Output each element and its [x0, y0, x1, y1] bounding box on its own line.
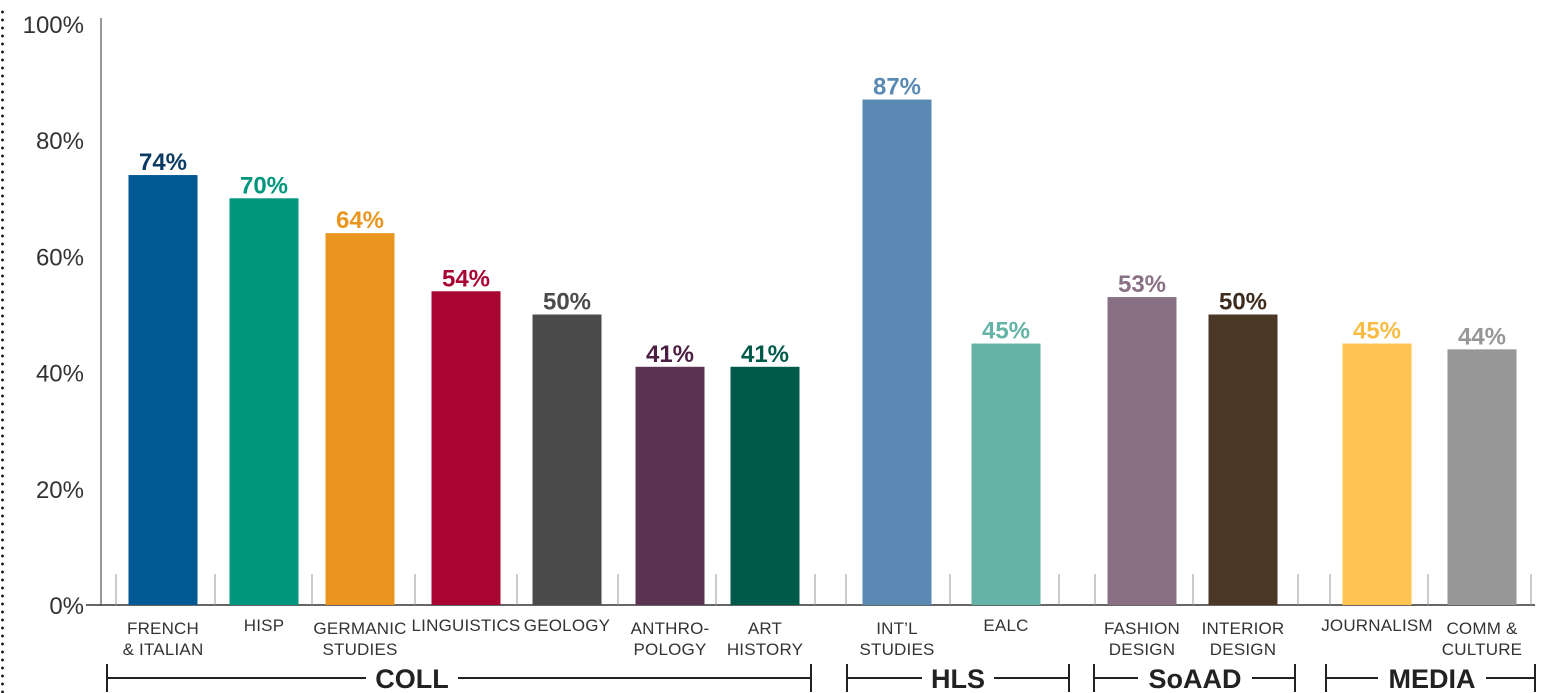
category-label-7-line-0: INT’L — [876, 619, 918, 638]
category-label-2-line-1: STUDIES — [322, 640, 397, 659]
bar-2 — [325, 233, 395, 605]
bar-value-label-12: 44% — [1458, 323, 1506, 350]
group-label-COLL: COLL — [375, 664, 449, 693]
category-label-3-line-0: LINGUISTICS — [412, 616, 521, 635]
group-label-MEDIA: MEDIA — [1389, 664, 1476, 693]
bar-value-label-7: 87% — [873, 74, 921, 101]
bar-12 — [1447, 349, 1517, 605]
category-label-9-line-0: FASHION — [1104, 619, 1180, 638]
bar-value-label-2: 64% — [336, 207, 384, 234]
dotted-border-left — [0, 8, 5, 693]
bar-value-label-4: 50% — [543, 289, 591, 316]
category-label-5-line-0: ANTHRO- — [631, 619, 710, 638]
bar-value-label-6: 41% — [741, 341, 789, 368]
y-tick-label-100: 100% — [23, 12, 84, 39]
category-label-0-line-0: FRENCH — [127, 619, 199, 638]
category-label-0-line-1: & ITALIAN — [123, 640, 204, 659]
category-label-6-line-1: HISTORY — [727, 640, 803, 659]
bar-0 — [128, 175, 198, 605]
bar-8 — [971, 343, 1041, 605]
y-tick-label-20: 20% — [36, 477, 84, 504]
bar-value-label-8: 45% — [982, 318, 1030, 345]
category-label-7-line-1: STUDIES — [859, 640, 934, 659]
group-label-HLS: HLS — [931, 664, 985, 693]
category-label-6-line-0: ART — [748, 619, 782, 638]
bar-value-label-0: 74% — [139, 149, 187, 176]
bar-11 — [1342, 343, 1412, 605]
category-label-10-line-1: DESIGN — [1210, 640, 1276, 659]
category-label-12-line-1: CULTURE — [1442, 640, 1522, 659]
bar-value-label-1: 70% — [240, 172, 288, 199]
y-tick-label-0: 0% — [49, 593, 84, 620]
group-label-SoAAD: SoAAD — [1149, 664, 1242, 693]
category-label-2-line-0: GERMANIC — [313, 619, 406, 638]
category-label-1-line-0: HISP — [244, 616, 284, 635]
bar-7 — [862, 99, 932, 605]
bar-4 — [532, 314, 602, 605]
y-tick-label-60: 60% — [36, 244, 84, 271]
bar-6 — [730, 366, 800, 605]
category-label-9-line-1: DESIGN — [1109, 640, 1175, 659]
bar-value-label-3: 54% — [442, 265, 490, 292]
bar-1 — [229, 198, 299, 606]
category-label-11-line-0: JOURNALISM — [1321, 616, 1433, 635]
category-label-5-line-1: POLOGY — [633, 640, 706, 659]
bar-3 — [431, 291, 501, 605]
category-label-10-line-0: INTERIOR — [1202, 619, 1285, 638]
category-label-8-line-0: EALC — [983, 616, 1028, 635]
bar-10 — [1208, 314, 1278, 605]
bar-value-label-11: 45% — [1353, 318, 1401, 345]
bar-value-label-10: 50% — [1219, 289, 1267, 316]
y-tick-label-80: 80% — [36, 128, 84, 155]
bar-value-label-9: 53% — [1118, 271, 1166, 298]
category-label-4-line-0: GEOLOGY — [524, 616, 610, 635]
y-tick-label-40: 40% — [36, 361, 84, 388]
bar-value-label-5: 41% — [646, 341, 694, 368]
bar-5 — [635, 366, 705, 605]
category-label-12-line-0: COMM & — [1446, 619, 1518, 638]
bar-9 — [1107, 297, 1177, 605]
